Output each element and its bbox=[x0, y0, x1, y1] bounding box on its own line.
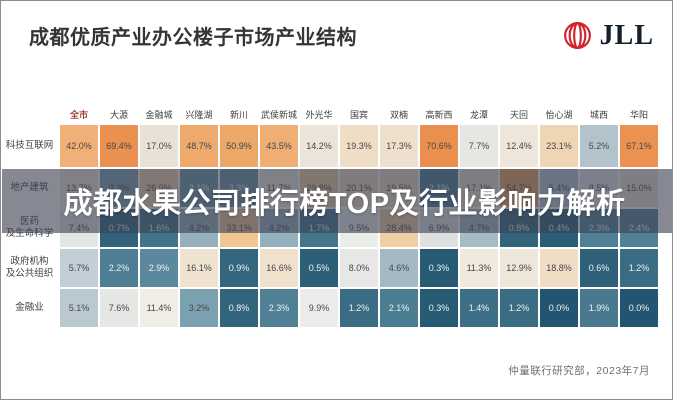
heatmap-cell: 17.3% bbox=[380, 125, 418, 167]
heatmap-cell: 0.9% bbox=[220, 249, 258, 287]
heatmap-cell: 12.9% bbox=[500, 249, 538, 287]
heatmap-cell: 2.2% bbox=[100, 249, 138, 287]
heatmap-cell: 5.2% bbox=[580, 125, 618, 167]
heatmap-cell: 9.9% bbox=[300, 289, 338, 327]
heatmap-cell: 3.2% bbox=[180, 289, 218, 327]
heatmap-cell: 4.6% bbox=[380, 249, 418, 287]
jll-logo-mark-icon bbox=[563, 22, 591, 49]
heatmap-cell: 19.3% bbox=[340, 125, 378, 167]
heatmap-cell: 16.6% bbox=[260, 249, 298, 287]
heatmap-cell: 17.0% bbox=[140, 125, 178, 167]
column-header: 龙潭 bbox=[469, 109, 488, 120]
heatmap-cell: 70.6% bbox=[420, 125, 458, 167]
heatmap-cell: 0.3% bbox=[420, 289, 458, 327]
heatmap-cell: 0.0% bbox=[540, 289, 578, 327]
heatmap-cell: 2.3% bbox=[260, 289, 298, 327]
heatmap-cell: 11.3% bbox=[460, 249, 498, 287]
column-header: 外光华 bbox=[305, 109, 333, 120]
heatmap-cell: 23.1% bbox=[540, 125, 578, 167]
column-header: 兴隆湖 bbox=[185, 109, 213, 120]
heatmap-cell: 1.4% bbox=[460, 289, 498, 327]
column-header: 全市 bbox=[69, 109, 88, 120]
heatmap-cell: 12.4% bbox=[500, 125, 538, 167]
jll-logo: JLL bbox=[561, 19, 654, 52]
heatmap-cell: 0.0% bbox=[620, 289, 658, 327]
heatmap-cell: 0.6% bbox=[580, 249, 618, 287]
column-header: 城西 bbox=[589, 109, 608, 120]
row-label: 科技互联网 bbox=[5, 139, 54, 151]
heatmap-cell: 5.1% bbox=[60, 289, 98, 327]
table-corner bbox=[1, 105, 58, 123]
row-label: 政府机构 及公共组织 bbox=[5, 255, 54, 279]
row-label: 金融业 bbox=[15, 301, 44, 313]
heatmap-cell: 1.2% bbox=[500, 289, 538, 327]
heatmap-cell: 8.0% bbox=[340, 249, 378, 287]
heatmap-cell: 1.9% bbox=[580, 289, 618, 327]
column-header: 大源 bbox=[109, 109, 128, 120]
heatmap-cell: 67.1% bbox=[620, 125, 658, 167]
heatmap-cell: 42.0% bbox=[60, 125, 98, 167]
heatmap-cell: 18.8% bbox=[540, 249, 578, 287]
heatmap-cell: 5.7% bbox=[60, 249, 98, 287]
column-header: 华阳 bbox=[629, 109, 648, 120]
heatmap-cell: 1.2% bbox=[340, 289, 378, 327]
heatmap-cell: 7.6% bbox=[100, 289, 138, 327]
source-note: 仲量联行研究部，2023年7月 bbox=[508, 365, 650, 377]
heatmap-cell: 0.5% bbox=[300, 249, 338, 287]
column-header: 高新西 bbox=[425, 109, 453, 120]
column-header: 双楠 bbox=[389, 109, 408, 120]
heatmap-cell: 2.9% bbox=[140, 249, 178, 287]
heatmap-cell: 1.2% bbox=[620, 249, 658, 287]
heatmap-cell: 0.3% bbox=[420, 249, 458, 287]
column-header: 新川 bbox=[229, 109, 248, 120]
heatmap-cell: 14.2% bbox=[300, 125, 338, 167]
heatmap-cell: 2.1% bbox=[380, 289, 418, 327]
overlay-banner: 成都水果公司排行榜TOP及行业影响力解析 bbox=[2, 169, 672, 233]
heatmap-cell: 48.7% bbox=[180, 125, 218, 167]
column-header: 国宾 bbox=[349, 109, 368, 120]
jll-logo-text: JLL bbox=[599, 19, 654, 51]
heatmap-cell: 50.9% bbox=[220, 125, 258, 167]
heatmap-cell: 69.4% bbox=[100, 125, 138, 167]
heatmap-cell: 7.7% bbox=[460, 125, 498, 167]
heatmap-cell: 43.5% bbox=[260, 125, 298, 167]
column-header: 天回 bbox=[509, 109, 528, 120]
column-header: 金融城 bbox=[145, 109, 173, 120]
column-header: 武侯新城 bbox=[260, 109, 297, 120]
heatmap-cell: 11.4% bbox=[140, 289, 178, 327]
page-title: 成都优质产业办公楼子市场产业结构 bbox=[29, 27, 357, 49]
heatmap-cell: 0.8% bbox=[220, 289, 258, 327]
column-header: 怡心湖 bbox=[545, 109, 573, 120]
heatmap-cell: 16.1% bbox=[180, 249, 218, 287]
banner-headline: 成都水果公司排行榜TOP及行业影响力解析 bbox=[63, 188, 626, 220]
